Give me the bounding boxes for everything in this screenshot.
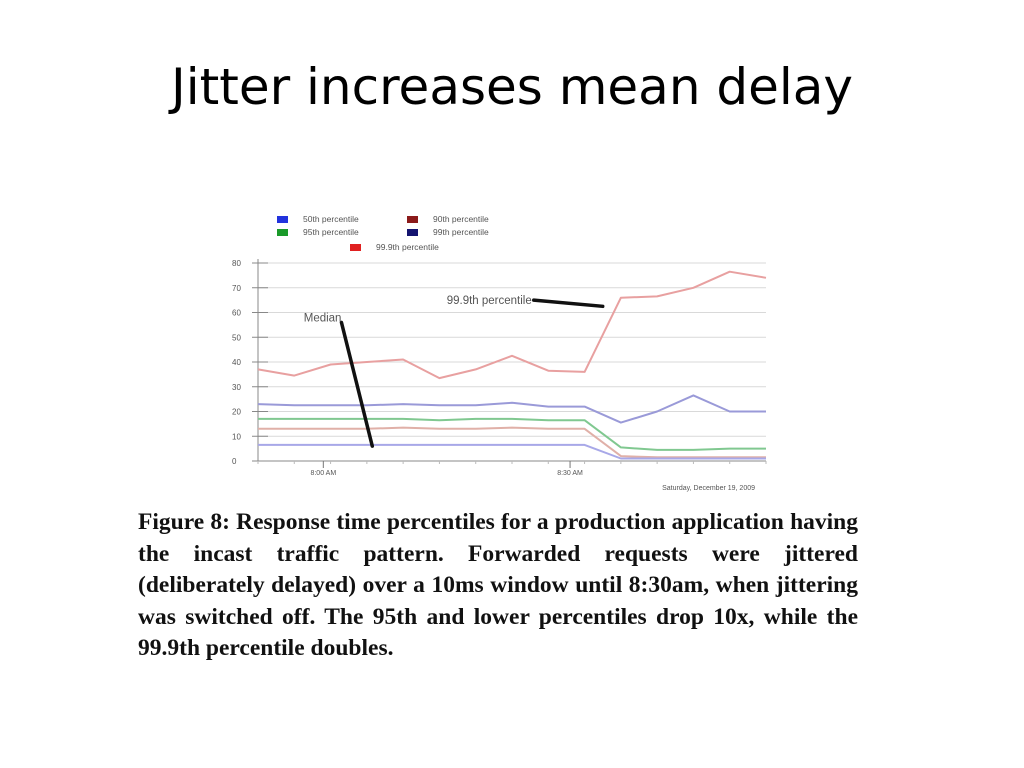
chart-legend: 50th percentile 90th percentile 95th perce…	[277, 214, 489, 252]
y-tick-label: 70	[232, 284, 241, 293]
y-tick-label: 40	[232, 358, 241, 367]
legend-swatch	[277, 216, 288, 223]
chart-annotations: Median 99.9th percentile	[304, 295, 605, 448]
legend-swatch	[407, 216, 418, 223]
legend-label: 90th percentile	[433, 214, 489, 224]
figure-caption: Figure 8: Response time percentiles for …	[138, 509, 858, 661]
y-axis: 0 10 20 30 40 50 60 70 80	[232, 259, 268, 466]
y-tick-label: 20	[232, 408, 241, 417]
series-line	[258, 417, 766, 451]
x-tick-label: 8:00 AM	[310, 470, 336, 477]
legend-label: 99th percentile	[433, 227, 489, 237]
series-line	[258, 443, 766, 460]
chart-grid	[258, 262, 766, 437]
y-tick-label: 30	[232, 383, 241, 392]
legend-swatch	[277, 229, 288, 236]
series-line	[257, 394, 766, 424]
y-tick-label: 10	[232, 432, 241, 441]
date-label: Saturday, December 19, 2009	[662, 485, 755, 492]
series-line	[257, 270, 767, 380]
x-axis: 8:00 AM 8:30 AM Saturday, December 19, 200…	[257, 460, 767, 492]
legend-swatch	[350, 244, 361, 251]
legend-label: 99.9th percentile	[376, 242, 439, 252]
annotation-arrow	[532, 298, 605, 309]
legend-label: 50th percentile	[303, 214, 359, 224]
annotation-arrow	[339, 320, 375, 448]
y-tick-label: 0	[232, 457, 237, 466]
x-tick-label: 8:30 AM	[557, 470, 583, 477]
chart-lines	[257, 270, 767, 460]
response-time-chart: 50th percentile 90th percentile 95th perce…	[232, 214, 767, 492]
series-line	[258, 426, 766, 459]
legend-swatch	[407, 229, 418, 236]
y-tick-label: 60	[232, 309, 241, 318]
y-tick-label: 80	[232, 259, 241, 268]
legend-label: 95th percentile	[303, 227, 359, 237]
slide-title: Jitter increases mean delay	[170, 58, 854, 116]
annotation-label: Median	[304, 312, 342, 324]
y-tick-label: 50	[232, 333, 241, 342]
annotation-label: 99.9th percentile	[447, 295, 532, 307]
